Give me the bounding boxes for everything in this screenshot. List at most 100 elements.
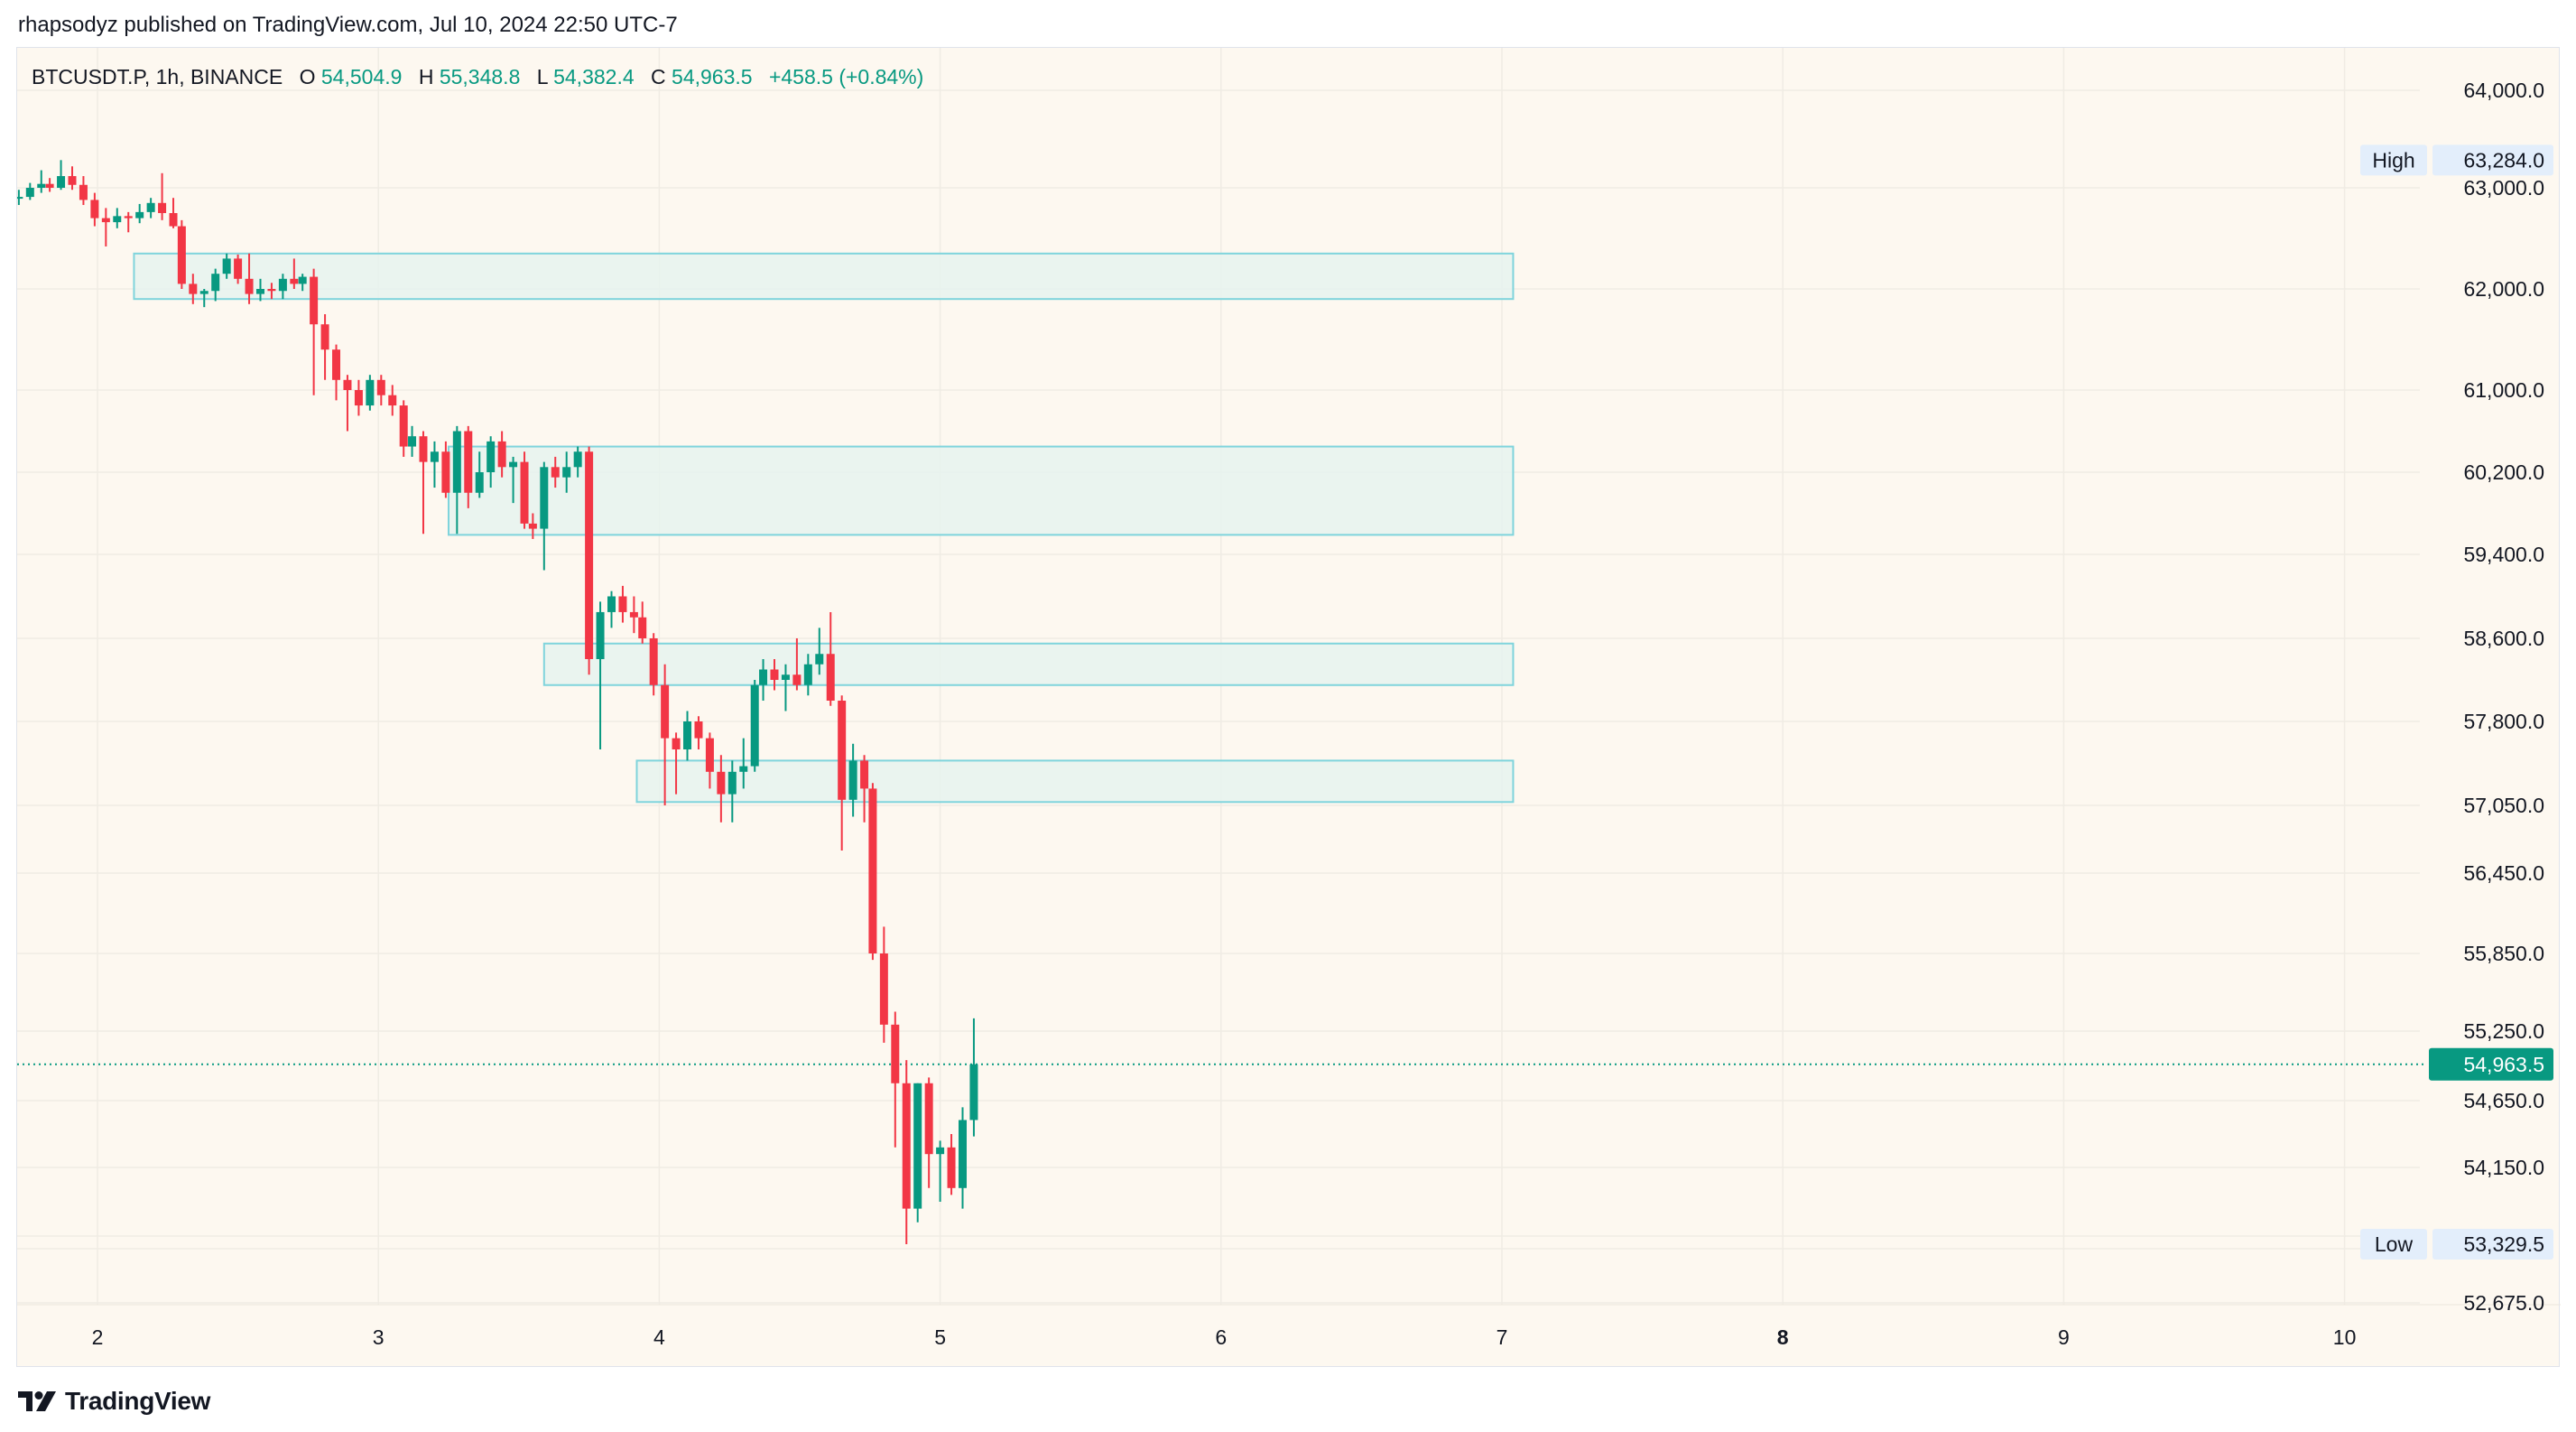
candle bbox=[298, 274, 307, 292]
candle bbox=[486, 436, 496, 488]
candle bbox=[211, 268, 220, 302]
candle bbox=[661, 664, 670, 805]
chart-frame[interactable]: 64,000.0 63,000.0 62,000.0 61,000.0 60,200.0… bbox=[16, 47, 2561, 1368]
candle-body bbox=[57, 176, 66, 188]
candle bbox=[540, 461, 549, 571]
candle bbox=[310, 268, 319, 395]
candle bbox=[290, 258, 299, 289]
low-marker: Low 53,329.5 bbox=[2360, 1228, 2553, 1260]
candle-body bbox=[189, 284, 198, 294]
candle-body bbox=[45, 183, 54, 188]
candle bbox=[936, 1140, 945, 1202]
candle bbox=[376, 375, 385, 406]
price-tick-label: 59,400.0 bbox=[2463, 543, 2544, 566]
candle bbox=[879, 926, 888, 1043]
candle bbox=[177, 219, 186, 289]
candle-body bbox=[366, 379, 375, 406]
candle bbox=[189, 274, 198, 304]
candle-body bbox=[475, 472, 484, 493]
price-tick-label: 57,800.0 bbox=[2463, 710, 2544, 733]
candle-body bbox=[694, 721, 703, 739]
candle-body bbox=[290, 278, 299, 284]
time-tick-label: 10 bbox=[2333, 1325, 2357, 1349]
candle bbox=[37, 170, 46, 193]
candle bbox=[947, 1134, 956, 1195]
candle-body bbox=[332, 349, 341, 380]
candle-body bbox=[618, 596, 627, 612]
candle-body bbox=[860, 760, 869, 789]
candle bbox=[759, 659, 768, 701]
candle-body bbox=[255, 289, 264, 294]
time-tick-label: 9 bbox=[2058, 1325, 2070, 1349]
price-chart[interactable]: 64,000.0 63,000.0 62,000.0 61,000.0 60,200.0… bbox=[17, 48, 2561, 1368]
price-tick-label: 57,050.0 bbox=[2463, 794, 2544, 817]
candle-body bbox=[649, 638, 658, 685]
candle-body bbox=[68, 176, 77, 185]
candle bbox=[739, 738, 748, 789]
candle bbox=[101, 208, 110, 246]
candle bbox=[267, 283, 276, 300]
candle bbox=[638, 601, 647, 644]
candle-body bbox=[419, 436, 428, 462]
candle-body bbox=[267, 289, 276, 292]
candle-body bbox=[838, 701, 847, 800]
candle bbox=[770, 659, 779, 691]
low-label: L bbox=[537, 65, 549, 88]
candle-body bbox=[781, 674, 790, 680]
candle-body bbox=[683, 721, 692, 749]
time-axis: 2 3 4 5 6 7 8 9 10 bbox=[92, 1325, 2357, 1349]
candle bbox=[17, 190, 23, 206]
candle bbox=[399, 400, 408, 457]
price-tick-label: 54,650.0 bbox=[2463, 1089, 2544, 1112]
candle bbox=[354, 379, 363, 416]
candle-body bbox=[90, 200, 99, 219]
candle bbox=[705, 732, 714, 789]
change-value: +458.5 (+0.84%) bbox=[769, 65, 923, 88]
time-tick-label: 6 bbox=[1215, 1325, 1227, 1349]
candle-body bbox=[310, 276, 319, 325]
candle bbox=[464, 425, 473, 508]
time-tick-label: 7 bbox=[1496, 1325, 1508, 1349]
candle-body bbox=[298, 276, 307, 284]
candle-body bbox=[497, 441, 506, 468]
candle-body bbox=[376, 379, 385, 395]
candle-body bbox=[607, 596, 616, 612]
candle bbox=[124, 211, 133, 233]
candle bbox=[683, 711, 692, 761]
candle bbox=[441, 441, 450, 498]
candle bbox=[913, 1083, 922, 1223]
high-marker-label-bg bbox=[2360, 144, 2427, 176]
candle-body bbox=[891, 1024, 900, 1083]
candle bbox=[607, 590, 616, 628]
candle bbox=[902, 1060, 911, 1244]
candle-body bbox=[750, 684, 759, 767]
candle bbox=[57, 160, 66, 191]
tradingview-wordmark: TradingView bbox=[65, 1387, 211, 1415]
last-price-value: 54,963.5 bbox=[2463, 1053, 2544, 1076]
candle bbox=[868, 783, 877, 961]
candle-body bbox=[278, 278, 287, 292]
candle-body bbox=[408, 436, 417, 447]
time-tick-label: 3 bbox=[373, 1325, 385, 1349]
candle bbox=[717, 755, 726, 823]
candle-body bbox=[672, 738, 681, 749]
grid bbox=[17, 48, 2561, 1306]
symbol-label: BTCUSDT.P, 1h, BINANCE bbox=[32, 65, 283, 88]
candle bbox=[573, 446, 582, 478]
low-marker-label: Low bbox=[2375, 1232, 2414, 1256]
candle bbox=[255, 278, 264, 302]
candle-body bbox=[509, 461, 518, 468]
time-tick-label: 5 bbox=[934, 1325, 946, 1349]
candle-body bbox=[924, 1083, 933, 1155]
candle-body bbox=[388, 395, 397, 406]
time-tick-label: 8 bbox=[1777, 1325, 1789, 1349]
candle-body bbox=[936, 1147, 945, 1155]
low-value: 54,382.4 bbox=[553, 65, 635, 88]
candle bbox=[366, 375, 375, 411]
supply-zone bbox=[635, 759, 1515, 804]
price-badges: High 63,284.0 Low 53,329.5 54,963.5 bbox=[2360, 144, 2553, 1260]
candle-body bbox=[452, 431, 461, 493]
tradingview-logo[interactable]: TradingView bbox=[18, 1385, 210, 1418]
candle-body bbox=[486, 441, 496, 472]
candle-body bbox=[551, 467, 560, 478]
